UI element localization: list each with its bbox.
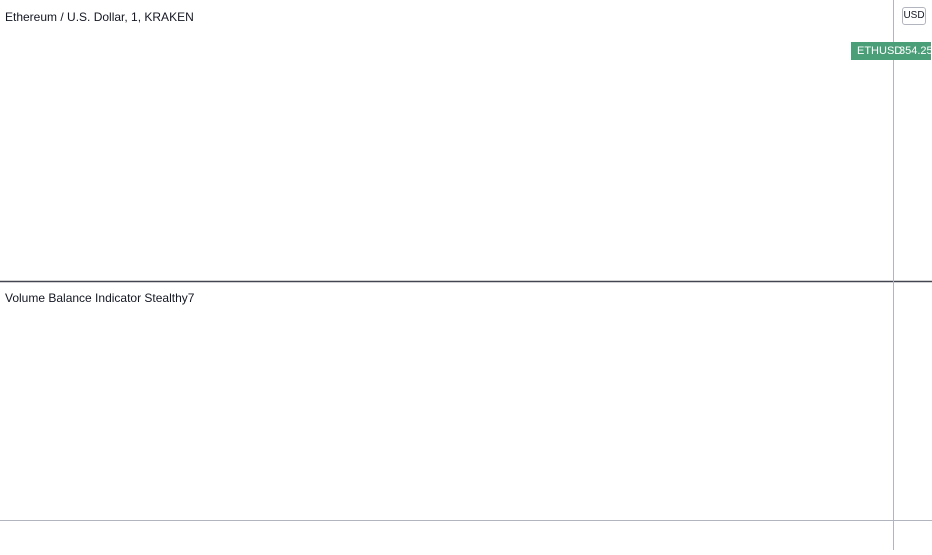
- last-price-tag: ETHUSD 354.25: [851, 42, 932, 60]
- last-price-symbol: ETHUSD: [857, 45, 903, 57]
- last-price-value: 354.25: [899, 45, 932, 57]
- currency-unit-button[interactable]: USD: [902, 7, 926, 25]
- chart-title: Ethereum / U.S. Dollar, 1, KRAKEN: [5, 10, 194, 24]
- indicator-title: Volume Balance Indicator Stealthy7: [5, 291, 195, 305]
